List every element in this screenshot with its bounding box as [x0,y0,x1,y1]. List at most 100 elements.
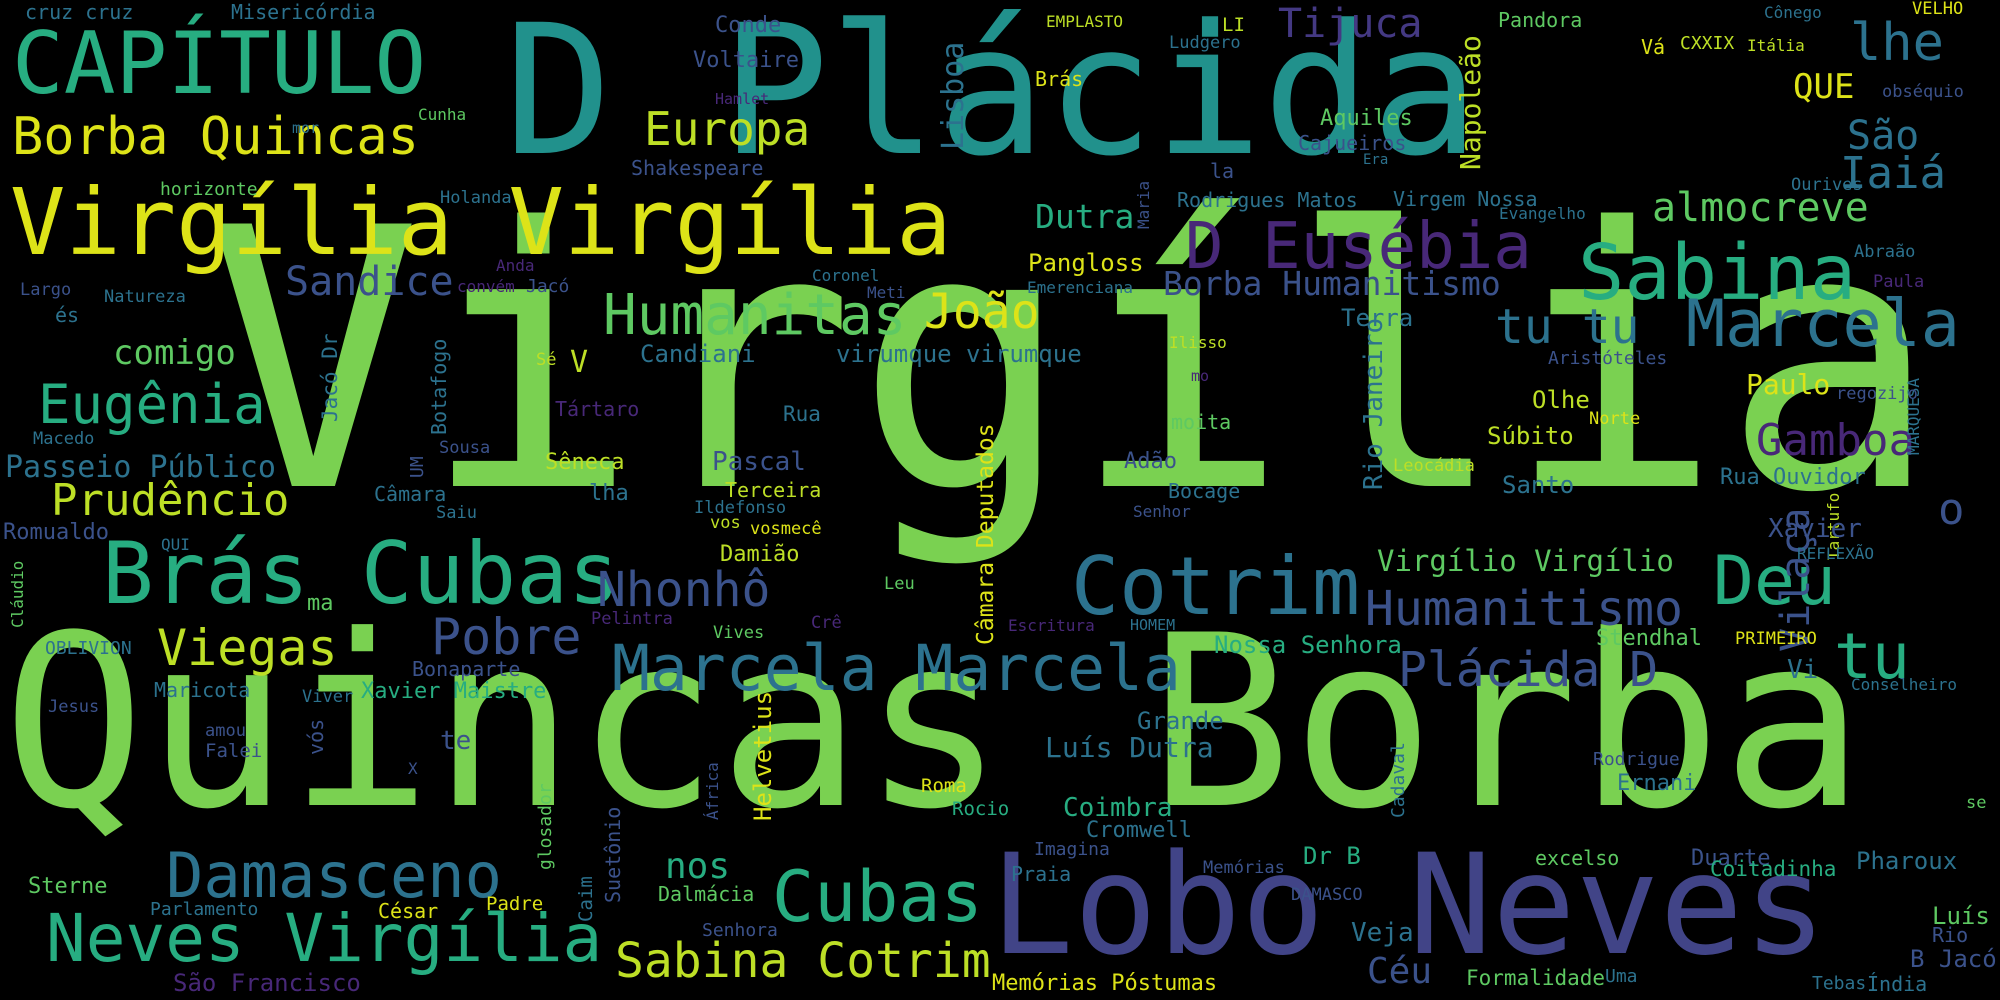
word-cajueiros: Cajueiros [1298,131,1407,155]
word-qui: QUI [161,535,190,554]
word-dutra: Dutra [1035,197,1135,236]
word-pandora: Pandora [1498,8,1583,32]
word-tartaro: Tártaro [555,397,640,421]
word-sao: São [1847,113,1920,159]
word-claudio: Cláudio [8,560,27,628]
word-tu: tu [1834,620,1910,693]
word-moita: moita [1171,410,1232,434]
word-o: o [1938,484,1965,535]
word-india: Índia [1867,972,1928,996]
word-pascal: Pascal [712,447,806,477]
word-misericordia: Misericórdia [231,0,376,24]
word-prudencio: Prudêncio [51,475,290,526]
word-maria: Maria [1134,180,1153,229]
word-cadaval: Cadaval [1388,742,1409,818]
word-comigo: comigo [113,333,236,373]
word-evangelho: Evangelho [1499,204,1586,223]
word-virumque-virumque: virumque virumque [836,340,1082,368]
word-emplasto: EMPLASTO [1046,12,1124,31]
word-terra: Terra [1341,304,1414,332]
word-nos: nos [665,846,731,887]
word-memorias: Memórias [1203,858,1285,878]
word-homem: HOMEM [1130,616,1176,634]
word-maricota: Maricota [154,678,251,702]
word-ludgero: Ludgero [1169,33,1241,53]
word-botafogo: Botafogo [427,338,451,435]
word-dr-b: Dr B [1303,842,1361,870]
word-ernani: Ernani [1617,771,1697,796]
word-aristoteles: Aristóteles [1548,348,1668,369]
word-gamboa: Gamboa [1756,415,1915,466]
word-marcela: Marcela [1686,287,1960,362]
word-rodrigues-matos: Rodrigues Matos [1177,188,1358,212]
word-aquiles: Aquiles [1320,106,1413,131]
word-ildefonso: Ildefonso [694,498,787,518]
word-formalidade: Formalidade [1466,966,1606,990]
word-helvetius: Helvetius [749,690,777,821]
word-escritura: Escritura [1008,616,1095,635]
word-bonaparte: Bonaparte [412,657,521,681]
word-vos: vos [710,513,741,533]
word-li: LI [1222,14,1245,36]
word-xavier-maistre: Xavier Maistre [361,679,547,704]
word-rua: Rua [783,402,821,426]
word-eugenia: Eugênia [38,373,266,436]
word-subito: Súbito [1487,422,1574,450]
word-italia: Itália [1747,36,1805,55]
word-reflexao: REFLEXÃO [1797,544,1875,563]
word-bocage: Bocage [1168,479,1241,503]
word-velho: VELHO [1912,0,1964,19]
word-mor: mor [292,119,320,137]
word-padre: Padre [486,893,544,915]
word-imagina: Imagina [1034,839,1110,860]
word-ceu: Céu [1367,951,1433,992]
word-paulo: Paulo [1746,368,1831,401]
word-praia: Praia [1011,862,1072,886]
word-que: QUE [1793,67,1855,107]
word-cre: Crê [811,613,842,633]
word-nhonho: Nhonhô [597,562,771,618]
word-hamlet: Hamlet [715,90,770,108]
word-damiao: Damião [720,542,800,567]
word-coitadinha: Coitadinha [1710,857,1837,881]
word-macedo: Macedo [33,429,95,449]
word-rodrigue: Rodrigue [1593,749,1680,770]
word-um: UM [407,456,428,478]
word-grande: Grande [1137,707,1224,735]
word-cunha: Cunha [418,105,467,124]
word-leu: Leu [884,574,915,594]
word-falei: Falei [205,740,263,762]
word-tu-tu: tu tu [1495,299,1640,355]
word-jesus: Jesus [48,697,100,717]
word-virgilia: Virgília [205,152,1939,571]
word-d-eusebia: D Eusébia [1185,210,1532,284]
word-vi: Vi [1787,655,1819,685]
word-luis-dutra: Luís Dutra [1045,731,1214,764]
word-abraao: Abraão [1854,242,1916,262]
word-napoleao: Napoleão [1454,35,1487,170]
word-seneca: Sêneca [545,450,625,475]
word-pharoux: Pharoux [1856,847,1958,875]
word-d-placida: D Plácida [504,0,1480,196]
word-conde: Conde [715,13,782,38]
word-cubas: Cubas [772,856,983,938]
word-duarte: Duarte [1691,846,1771,871]
word-rocio: Rocio [952,798,1010,820]
word-romualdo: Romualdo [3,520,109,545]
word-b-jaco: B Jacó [1910,945,1997,973]
word-largo: Largo [20,280,72,300]
word-saiu: Saiu [436,503,477,523]
word-coimbra: Coimbra [1063,793,1173,823]
word-bras: Brás [1035,67,1084,91]
word-sterne: Sterne [28,874,108,899]
word-amou: amou [205,721,246,741]
word-oblivion: OBLIVION [45,638,132,659]
word-borba-humanitismo: Borba Humanitismo [1163,264,1501,303]
word-virgilia-virgilia: Virgília Virgília [10,169,952,276]
word-bras-cubas: Brás Cubas [102,524,620,624]
word-neves-virgilia: Neves Virgília [46,900,603,977]
word-anda: Anda [496,256,535,275]
word-roma: Roma [921,775,967,797]
word-ilisso: Ilisso [1169,333,1227,352]
word-lha: lha [589,481,629,506]
